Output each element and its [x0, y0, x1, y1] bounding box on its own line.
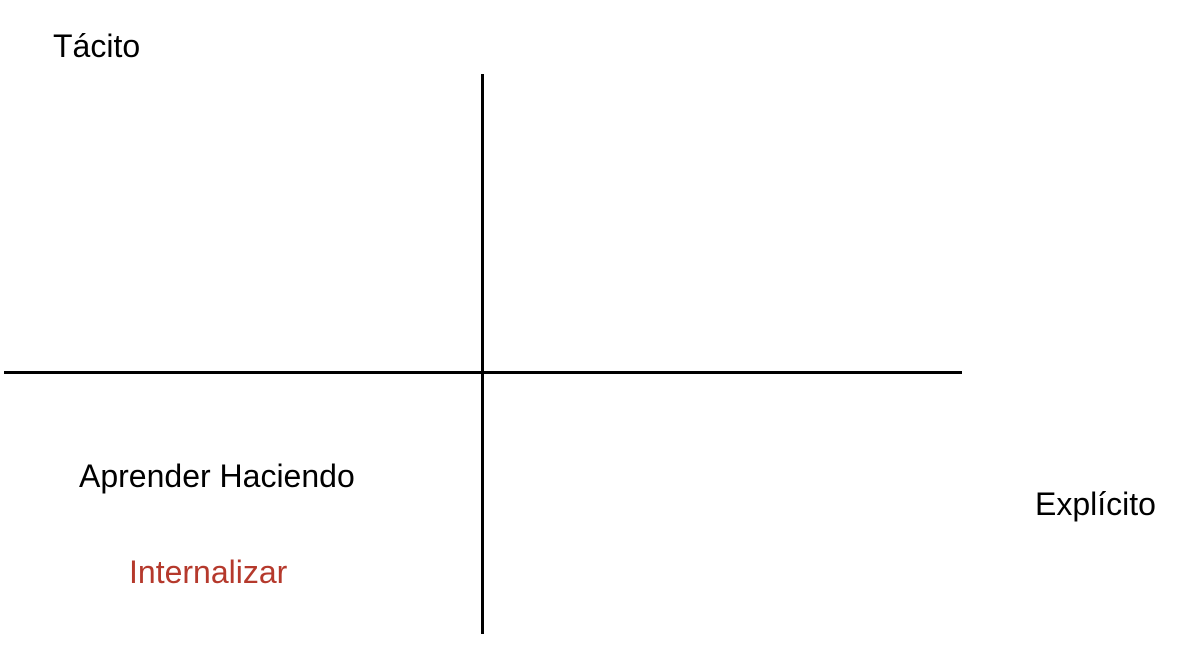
- tacito-axis-label: Tácito: [53, 28, 141, 64]
- explicito-axis-label: Explícito: [1035, 486, 1156, 522]
- aprender-haciendo-label: Aprender Haciendo: [79, 458, 355, 494]
- internalizar-label: Internalizar: [129, 554, 288, 590]
- horizontal-axis-line: [4, 371, 962, 374]
- vertical-axis-line: [481, 74, 484, 634]
